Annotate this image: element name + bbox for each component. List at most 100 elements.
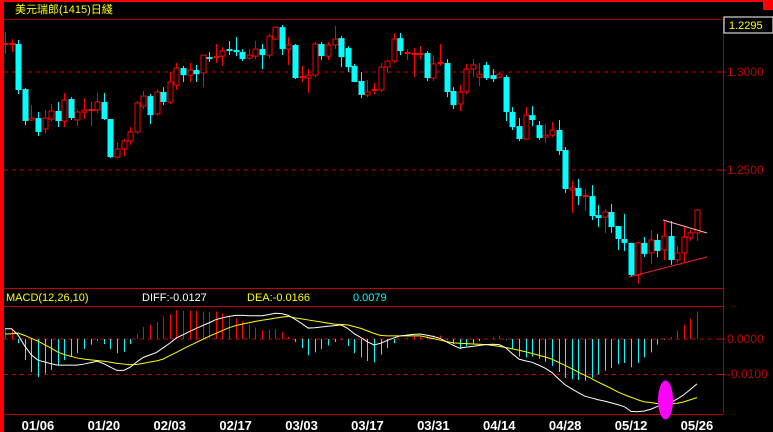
candle (147, 93, 154, 124)
candle-body (259, 49, 266, 56)
candle-body (28, 117, 35, 121)
candle (424, 51, 431, 82)
candle-body (345, 48, 352, 68)
candle (391, 32, 398, 63)
candle (529, 106, 536, 127)
candle-body (48, 110, 55, 120)
candle (608, 203, 615, 233)
candle-body (351, 65, 358, 82)
candle (325, 42, 332, 61)
candle-body (628, 242, 635, 276)
macd-indicator-name[interactable]: MACD(12,26,10) (6, 292, 89, 304)
candle (246, 49, 253, 61)
candle-body (463, 68, 470, 93)
top-border (0, 0, 763, 2)
candle (88, 101, 95, 127)
triangle-upper-trendline[interactable] (662, 219, 708, 234)
candle-body (450, 91, 457, 106)
candle (55, 101, 62, 128)
candle-body (318, 43, 325, 57)
candle-body (35, 118, 42, 132)
candle-body (615, 226, 622, 239)
candle (681, 227, 688, 262)
candle (239, 49, 246, 62)
candle (536, 121, 543, 141)
candle-body (272, 26, 279, 40)
candle-body (285, 44, 292, 50)
candle (226, 41, 233, 56)
candle (187, 62, 194, 82)
candle (233, 37, 240, 57)
candle-body (107, 119, 114, 158)
candle-body (496, 73, 503, 78)
candle-body (332, 38, 339, 46)
highlight-ellipse-annotation[interactable] (658, 380, 673, 420)
candle (180, 65, 187, 82)
candle (68, 97, 75, 121)
candle (279, 24, 286, 56)
candle (285, 37, 292, 65)
candle-body (687, 232, 694, 239)
candle (378, 62, 385, 92)
candle (556, 120, 563, 155)
candle-body (549, 129, 556, 136)
candle-body (160, 91, 167, 102)
candle (463, 63, 470, 94)
candle-body (140, 95, 147, 107)
candle-body (358, 81, 365, 95)
y-tick-label: 1.3000 (727, 65, 764, 79)
candle (107, 119, 114, 159)
candle (542, 123, 549, 143)
candle-body (81, 109, 88, 113)
candle-body (457, 91, 464, 105)
candle-body (516, 126, 523, 140)
candle (687, 229, 694, 241)
current-price-label: 1.2295 (729, 20, 763, 32)
candle (615, 226, 622, 250)
candle (589, 185, 596, 220)
candle-body (641, 242, 648, 254)
x-tick-label: 02/03 (153, 418, 186, 432)
candle-body (569, 187, 576, 191)
candle-body (503, 77, 510, 112)
candle (668, 220, 675, 265)
corner-button[interactable] (763, 0, 773, 10)
candle-body (42, 117, 49, 130)
x-tick-label: 01/20 (88, 418, 121, 432)
candle (94, 92, 101, 113)
candle-body (397, 38, 404, 52)
candle (134, 101, 141, 134)
macd-value: 0.0079 (353, 292, 387, 304)
candle (160, 87, 167, 106)
candle-body (391, 38, 398, 62)
x-tick-label: 05/26 (681, 418, 714, 432)
candle (694, 209, 701, 241)
candle-body (55, 111, 62, 121)
candle (450, 87, 457, 110)
candle (430, 55, 437, 82)
x-axis-dates: 01/06 01/20 02/03 02/17 03/03 03/17 03/31 04/14… (22, 418, 714, 432)
candle-body (167, 81, 174, 103)
macd-y-tick-label: 0.0000 (727, 332, 764, 346)
diff-value: DIFF:-0.0127 (142, 292, 207, 304)
triangle-lower-trendline[interactable] (628, 256, 708, 278)
candle-body (668, 236, 675, 260)
candle-body (239, 52, 246, 60)
candle (206, 52, 213, 63)
candle (332, 26, 339, 50)
candle-body (681, 236, 688, 254)
candle (444, 59, 451, 98)
candle (351, 63, 358, 82)
candles (2, 24, 701, 284)
candle-body (595, 215, 602, 219)
candle-body (121, 140, 128, 150)
candle (569, 180, 576, 213)
candle (384, 60, 391, 73)
candle-body (509, 111, 516, 128)
candle (476, 62, 483, 87)
candle (582, 189, 589, 211)
candle (35, 111, 42, 137)
candle (259, 43, 266, 70)
candle (364, 80, 371, 98)
candle-body (68, 99, 75, 119)
